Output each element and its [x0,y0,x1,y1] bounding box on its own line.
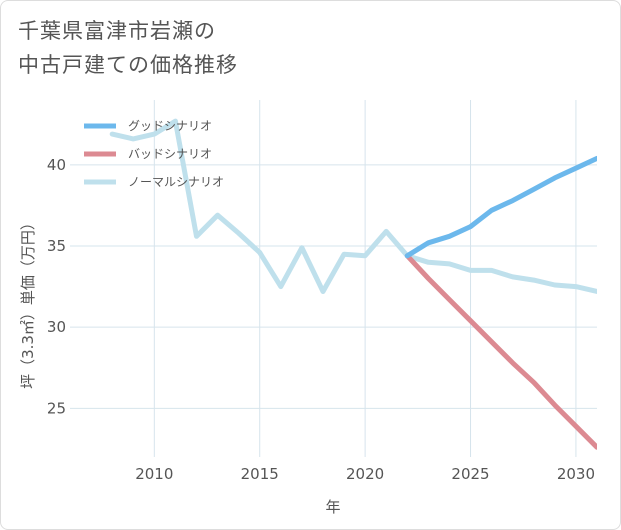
legend-label-bad: バッドシナリオ [128,147,212,161]
y-tick-label: 25 [47,399,66,417]
x-tick-label: 2010 [135,465,173,483]
y-axis-label: 坪（3.3㎡）単価（万円） [19,215,37,389]
legend-label-normal: ノーマルシナリオ [128,175,224,189]
plot-area [70,100,597,457]
series-line-bad [404,253,597,450]
series-lines [109,118,597,450]
x-tick-label: 2025 [451,465,489,483]
x-tick-labels: 2010 2015 2020 2025 2030 [135,465,595,483]
x-tick-label: 2015 [241,465,279,483]
x-tick-label: 2030 [557,465,595,483]
series-line-good [404,155,597,259]
x-axis-label: 年 [325,498,340,516]
chart-title-line-1: 千葉県富津市岩瀬の [18,19,216,43]
x-tick-label: 2020 [346,465,384,483]
legend-label-good: グッドシナリオ [128,119,212,133]
chart-title: 千葉県富津市岩瀬の 中古戸建ての価格推移 [18,14,238,82]
y-tick-label: 35 [47,237,66,255]
y-tick-label: 30 [47,318,66,336]
series-line-normal [109,118,597,294]
grid-lines [70,100,597,457]
y-tick-label: 40 [47,156,66,174]
chart-title-line-2: 中古戸建ての価格推移 [18,53,238,77]
y-tick-labels: 25 30 35 40 [47,156,66,417]
